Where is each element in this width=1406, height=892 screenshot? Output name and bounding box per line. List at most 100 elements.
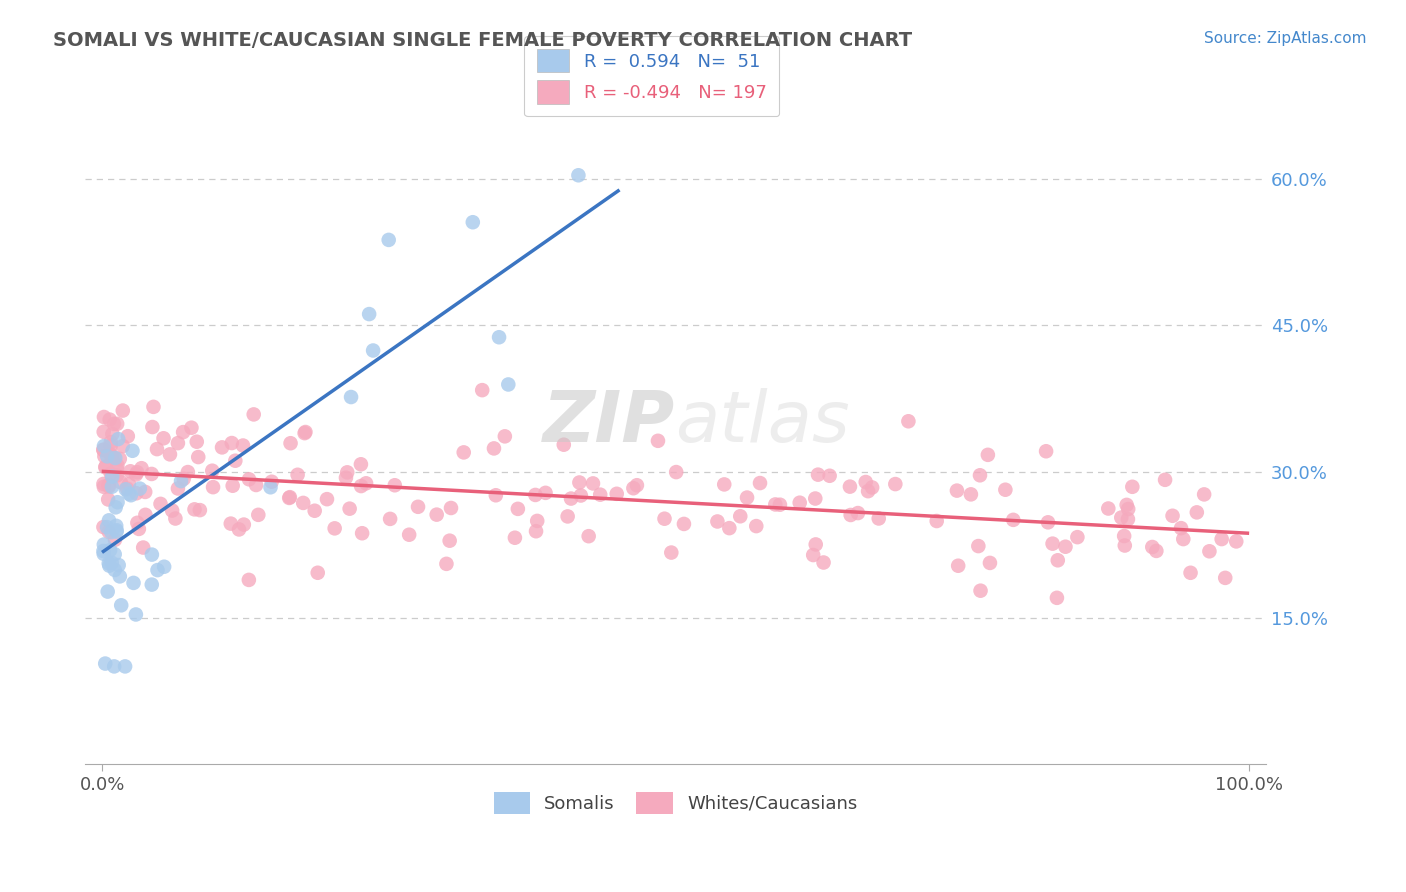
Point — [440, 501, 463, 516]
Point — [1225, 534, 1247, 549]
Point — [186, 434, 208, 449]
Point — [141, 467, 163, 481]
Point — [323, 521, 346, 535]
Point — [553, 438, 575, 452]
Point — [977, 448, 1000, 462]
Point — [925, 514, 948, 528]
Point — [170, 474, 193, 488]
Point — [488, 330, 510, 344]
Point — [118, 486, 141, 500]
Point — [503, 531, 526, 545]
Point — [1115, 498, 1137, 512]
Point — [105, 524, 128, 539]
Point — [238, 573, 260, 587]
Point — [260, 475, 283, 489]
Point — [172, 425, 194, 439]
Point — [292, 496, 315, 510]
Point — [105, 519, 128, 533]
Point — [98, 558, 121, 573]
Point — [359, 307, 381, 321]
Point — [763, 498, 786, 512]
Point — [219, 516, 242, 531]
Point — [238, 472, 260, 486]
Point — [436, 557, 458, 571]
Point — [278, 491, 301, 505]
Point — [93, 544, 115, 558]
Point — [316, 492, 339, 507]
Point — [1002, 513, 1025, 527]
Point — [339, 501, 361, 516]
Text: Source: ZipAtlas.com: Source: ZipAtlas.com — [1204, 31, 1367, 46]
Point — [211, 441, 233, 455]
Point — [1180, 566, 1202, 580]
Point — [96, 520, 118, 534]
Point — [122, 575, 145, 590]
Point — [361, 343, 384, 358]
Point — [856, 484, 879, 499]
Point — [111, 439, 134, 453]
Point — [93, 520, 115, 534]
Point — [665, 465, 688, 479]
Point — [167, 482, 190, 496]
Point — [582, 476, 605, 491]
Point — [247, 508, 270, 522]
Point — [350, 458, 373, 472]
Point — [93, 442, 115, 457]
Point — [94, 657, 117, 671]
Point — [294, 426, 316, 441]
Point — [1042, 536, 1064, 550]
Point — [105, 461, 128, 475]
Point — [134, 484, 156, 499]
Point — [730, 509, 752, 524]
Point — [173, 472, 195, 486]
Point — [735, 491, 758, 505]
Point — [93, 450, 115, 464]
Point — [146, 442, 169, 456]
Point — [101, 427, 124, 442]
Point — [482, 442, 505, 456]
Text: SOMALI VS WHITE/CAUCASIAN SINGLE FEMALE POVERTY CORRELATION CHART: SOMALI VS WHITE/CAUCASIAN SINGLE FEMALE … — [53, 31, 912, 50]
Point — [1116, 512, 1139, 526]
Point — [110, 475, 132, 490]
Point — [141, 420, 163, 434]
Point — [224, 454, 246, 468]
Point — [1213, 571, 1236, 585]
Point — [187, 450, 209, 464]
Point — [259, 480, 281, 494]
Point — [98, 412, 121, 426]
Point — [706, 515, 728, 529]
Point — [232, 438, 254, 452]
Point — [494, 429, 516, 443]
Point — [524, 488, 547, 502]
Point — [860, 480, 883, 494]
Point — [354, 476, 377, 491]
Point — [626, 478, 648, 492]
Point — [125, 467, 148, 482]
Point — [100, 525, 122, 540]
Point — [105, 523, 128, 537]
Point — [108, 451, 131, 466]
Point — [101, 480, 124, 494]
Point — [718, 521, 741, 535]
Point — [152, 431, 174, 445]
Point — [1054, 540, 1077, 554]
Point — [120, 488, 142, 502]
Point — [114, 659, 136, 673]
Point — [1036, 516, 1059, 530]
Point — [1116, 502, 1139, 516]
Point — [807, 467, 830, 482]
Point — [524, 524, 547, 539]
Point — [167, 436, 190, 450]
Point — [506, 501, 529, 516]
Point — [201, 464, 224, 478]
Point — [125, 607, 148, 622]
Point — [498, 377, 520, 392]
Point — [131, 461, 153, 475]
Point — [1121, 480, 1143, 494]
Point — [1170, 521, 1192, 535]
Point — [1161, 508, 1184, 523]
Point — [1114, 529, 1136, 543]
Point — [120, 464, 142, 478]
Point — [93, 480, 115, 494]
Point — [340, 390, 363, 404]
